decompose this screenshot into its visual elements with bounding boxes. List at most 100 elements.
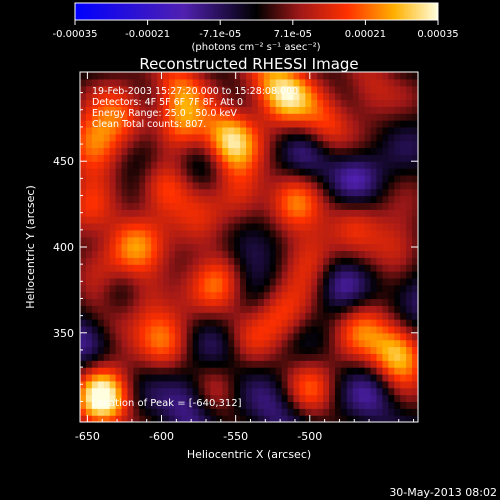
heatmap-cell [115,106,123,114]
heatmap-cell [127,133,134,142]
heatmap-cell [198,305,206,313]
heatmap-cell [275,174,283,183]
heatmap-cell [109,236,117,245]
heatmap-cell [168,126,176,135]
heatmap-cell [275,120,283,128]
heatmap-cell [334,140,342,149]
heatmap-cell [358,387,366,396]
heatmap-cell [251,154,259,162]
heatmap-cell [133,367,140,375]
heatmap-cell [269,181,277,190]
info-line: Energy Range: 25.0 - 50.0 keV [92,108,237,119]
heatmap-cell [168,106,176,114]
heatmap-cell [281,373,289,382]
heatmap-cell [198,106,206,114]
heatmap-cell [358,284,366,293]
heatmap-cell [323,195,330,203]
heatmap-cell [352,147,360,155]
heatmap-cell [240,99,247,107]
heatmap-cell [323,216,330,224]
heatmap-cell [168,401,176,409]
heatmap-cell [174,202,182,210]
heatmap-cell [334,202,342,210]
heatmap-cell [109,367,117,375]
heatmap-cell [80,195,87,203]
heatmap-cell [364,92,372,101]
heatmap-cell [91,305,99,313]
heatmap-cell [103,161,111,169]
heatmap-cell [251,216,259,224]
heatmap-cell [204,126,212,135]
heatmap-cell [364,216,372,224]
heatmap-cell [376,367,384,375]
heatmap-cell [192,209,200,217]
heatmap-cell [346,380,354,389]
heatmap-cell [222,360,229,368]
heatmap-cell [382,415,389,422]
heatmap-cell [376,236,384,245]
heatmap-cell [329,264,336,272]
heatmap-cell [97,284,105,293]
heatmap-cell [80,408,87,416]
heatmap-cell [323,147,330,155]
heatmap-cell [263,216,271,224]
heatmap-cell [305,408,312,416]
heatmap-cell [145,229,152,238]
heatmap-cell [85,113,93,121]
heatmap-cell [157,154,164,162]
heatmap-cell [400,92,407,101]
heatmap-cell [370,209,378,217]
heatmap-cell [382,120,389,128]
heatmap-cell [323,250,330,258]
heatmap-cell [163,353,170,361]
heatmap-cell [311,99,318,107]
heatmap-cell [329,373,336,382]
heatmap-cell [352,415,360,422]
heatmap-cell [180,147,188,155]
heatmap-cell [109,346,117,354]
heatmap-cell [376,181,384,190]
heatmap-cell [388,147,395,155]
heatmap-cell [323,222,330,231]
heatmap-cell [198,85,206,94]
heatmap-cell [121,154,129,162]
heatmap-cell [121,174,129,183]
heatmap-cell [340,332,348,341]
heatmap-cell [388,92,395,101]
heatmap-cell [192,415,200,422]
heatmap-cell [281,202,289,210]
heatmap-cell [352,243,360,252]
heatmap-cell [234,346,241,354]
heatmap-cell [216,106,223,114]
heatmap-cell [222,161,229,169]
heatmap-cell [85,85,93,94]
heatmap-cell [139,243,146,252]
heatmap-cell [346,154,354,162]
heatmap-cell [157,113,164,121]
heatmap-cell [263,284,271,293]
heatmap-cell [388,120,395,128]
heatmap-cell [382,181,389,190]
heatmap-cell [370,236,378,245]
heatmap-cell [275,367,283,375]
heatmap-cell [263,120,271,128]
heatmap-cell [228,147,235,155]
heatmap-cell [109,216,117,224]
heatmap-cell [281,161,289,169]
heatmap-cell [246,209,253,217]
heatmap-cell [127,271,134,279]
heatmap-cell [240,229,247,238]
heatmap-cell [151,284,158,293]
heatmap-cell [246,277,253,286]
heatmap-cell [400,332,407,341]
heatmap-cell [240,284,247,293]
heatmap-cell [198,387,206,396]
heatmap-cell [382,202,389,210]
heatmap-cell [91,85,99,94]
heatmap-cell [103,367,111,375]
heatmap-cell [311,181,318,190]
heatmap-cell [240,188,247,197]
heatmap-cell [269,133,277,142]
heatmap-cell [157,353,164,361]
heatmap-cell [139,408,146,416]
